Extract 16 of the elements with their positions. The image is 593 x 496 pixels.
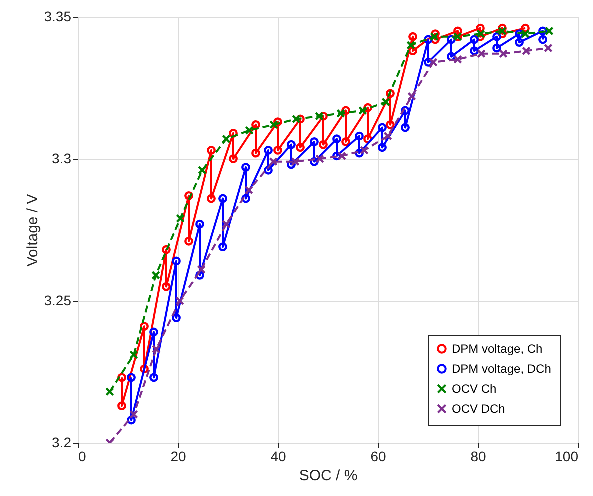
x-tick-label: 100 [555, 448, 579, 464]
y-tick-label: 3.3 [52, 150, 72, 166]
legend-label: DPM voltage, Ch [452, 342, 543, 356]
x-tick-label: 20 [170, 448, 186, 464]
y-tick-label: 3.25 [44, 292, 72, 308]
legend-label: DPM voltage, DCh [452, 362, 552, 376]
legend-label: OCV DCh [452, 402, 506, 416]
y-tick-label: 3.35 [44, 8, 72, 24]
x-tick-label: 40 [270, 448, 286, 464]
y-axis-title: Voltage / V [24, 194, 42, 267]
y-tick-label: 3.2 [52, 434, 72, 450]
x-tick-label: 60 [370, 448, 386, 464]
x-tick-label: 80 [470, 448, 486, 464]
x-tick-label: 0 [78, 448, 86, 464]
legend-label: OCV Ch [452, 382, 497, 396]
x-axis-title: SOC / % [299, 468, 358, 484]
